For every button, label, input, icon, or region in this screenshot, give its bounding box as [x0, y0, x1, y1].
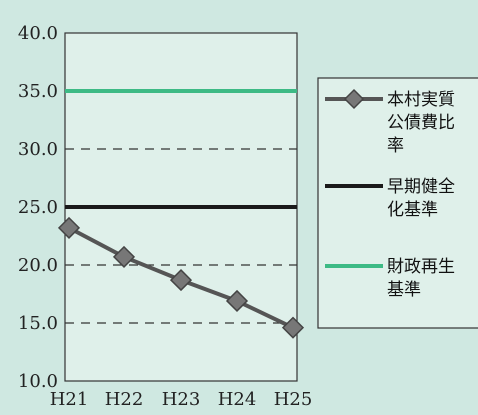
- legend-label-line: 公債費比: [387, 113, 455, 133]
- y-tick-label-5: 35.0: [18, 81, 58, 102]
- series-point-0-4: [281, 316, 305, 339]
- y-tick-label-4: 30.0: [18, 139, 58, 160]
- y-axis-ticks: 10.0 15.0 20.0 25.0 30.0 35.0 40.0: [18, 23, 58, 392]
- x-tick-label-0: H21: [50, 389, 89, 410]
- legend-label-line: 化基準: [387, 200, 438, 220]
- legend-label-2: 財政再生基準: [387, 257, 455, 300]
- series-point-0-0: [57, 216, 81, 239]
- y-tick-label-6: 40.0: [18, 23, 58, 44]
- x-tick-label-3: H24: [218, 389, 257, 410]
- x-tick-label-1: H22: [105, 389, 144, 410]
- x-tick-label-2: H23: [162, 389, 201, 410]
- legend-label-line: 基準: [387, 280, 421, 300]
- y-tick-label-1: 15.0: [18, 313, 58, 334]
- legend-label-line: 率: [387, 136, 404, 156]
- y-tick-label-0: 10.0: [18, 371, 58, 392]
- x-tick-label-4: H25: [274, 389, 313, 410]
- legend-box: [317, 77, 478, 329]
- series-layer: [57, 89, 305, 339]
- series-point-0-1: [112, 245, 136, 268]
- y-tick-label-2: 20.0: [18, 255, 58, 276]
- x-axis-ticks: H21 H22 H23 H24 H25: [50, 389, 313, 410]
- legend-label-line: 本村実質: [387, 90, 455, 110]
- series-point-0-2: [169, 269, 193, 292]
- legend-swatch-marker-0: [343, 88, 365, 110]
- y-tick-label-3: 25.0: [18, 197, 58, 218]
- legend-label-1: 早期健全化基準: [387, 177, 455, 220]
- legend-label-line: 早期健全: [387, 177, 455, 197]
- legend-label-line: 財政再生: [387, 257, 455, 277]
- series-point-0-3: [225, 289, 249, 313]
- legend-label-0: 本村実質公債費比率: [387, 90, 455, 156]
